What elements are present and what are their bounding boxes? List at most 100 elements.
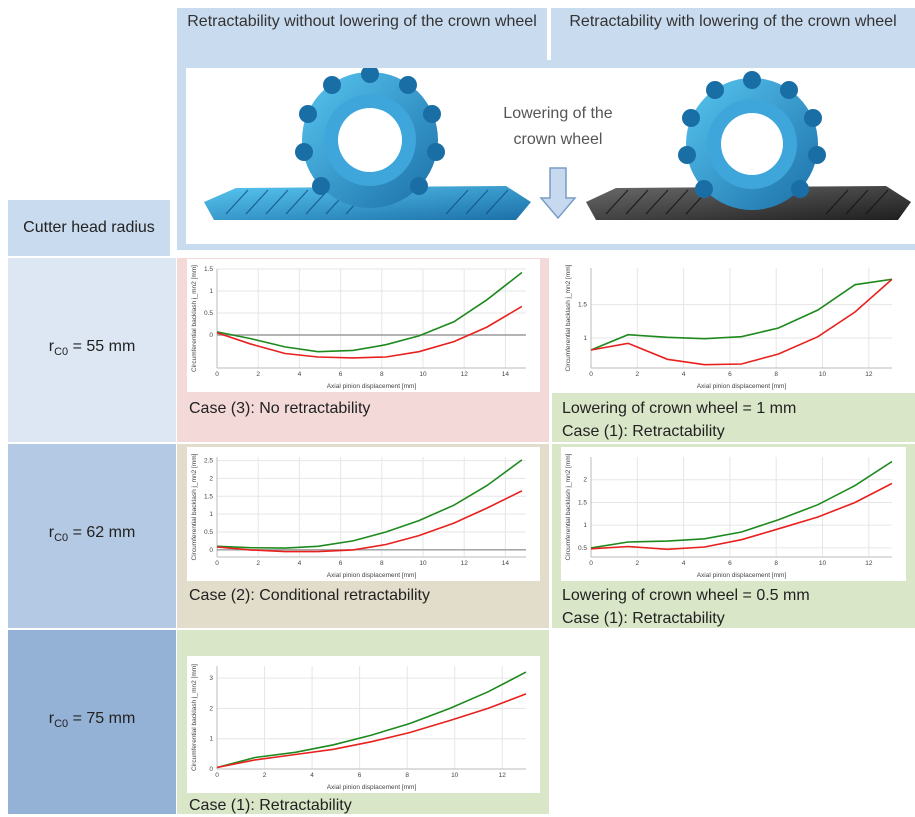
x-axis-label: Axial pinion displacement [mm] — [327, 784, 417, 791]
x-tick-label: 10 — [451, 772, 459, 779]
illustration-panel: Lowering of the crown wheel — [186, 65, 915, 244]
y-tick-label: 0.5 — [578, 545, 587, 552]
row-header-cutter-head-radius: Cutter head radius — [8, 200, 170, 256]
y-axis-label: Circumferential backlash j_mn2 [mm] — [565, 453, 572, 560]
caption-r3c1: Case (1): Retractability — [189, 797, 352, 814]
y-axis-label: Circumferential backlash j_mn2 [mm] — [565, 264, 572, 371]
header-col1-text: Retractability without lowering of the c… — [187, 13, 537, 30]
green-series-line — [216, 459, 523, 549]
x-tick-label: 2 — [635, 371, 639, 378]
x-tick-label: 0 — [589, 560, 593, 567]
y-tick-label: 1.5 — [578, 499, 587, 506]
x-tick-label: 4 — [682, 371, 686, 378]
x-tick-label: 12 — [865, 371, 873, 378]
y-axis-label: Circumferential backlash j_mn2 [mm] — [191, 453, 198, 560]
x-tick-label: 4 — [298, 371, 302, 378]
y-tick-label: 0 — [209, 547, 213, 554]
pinion-blue-right — [678, 71, 826, 210]
lowering-label-line2: crown wheel — [514, 131, 603, 148]
red-series-line — [216, 305, 523, 359]
caption-r1c2-line2: Case (1): Retractability — [562, 423, 725, 440]
y-tick-label: 2 — [209, 475, 213, 482]
y-axis-label: Circumferential backlash j_mn2 [mm] — [191, 664, 198, 771]
row-label-75-text: rC0 = 75 mm — [48, 710, 136, 731]
x-tick-label: 8 — [380, 560, 384, 567]
caption-r1c2-line1: Lowering of crown wheel = 1 mm — [562, 400, 797, 417]
green-series-line — [590, 460, 893, 549]
x-tick-label: 0 — [215, 371, 219, 378]
x-axis-label: Axial pinion displacement [mm] — [697, 572, 787, 579]
x-tick-label: 10 — [419, 371, 427, 378]
arrow-down-icon — [539, 167, 577, 220]
red-series-line — [590, 278, 893, 366]
lowering-label-line1: Lowering of the — [503, 105, 613, 122]
y-tick-label: 2.5 — [204, 458, 213, 465]
x-tick-label: 4 — [310, 772, 314, 779]
y-axis-label: Circumferential backlash j_mn2 [mm] — [191, 265, 198, 372]
x-tick-label: 6 — [339, 371, 343, 378]
x-tick-label: 2 — [256, 560, 260, 567]
x-tick-label: 8 — [774, 371, 778, 378]
y-tick-label: 1 — [583, 522, 587, 529]
x-tick-label: 10 — [419, 560, 427, 567]
x-tick-label: 14 — [502, 371, 510, 378]
caption-r1c1: Case (3): No retractability — [189, 400, 371, 417]
x-tick-label: 12 — [461, 371, 469, 378]
red-series-line — [590, 482, 893, 551]
x-tick-label: 0 — [215, 560, 219, 567]
row-label-55-text: rC0 = 55 mm — [48, 338, 136, 359]
y-tick-label: 2 — [583, 477, 587, 484]
y-tick-label: 0.5 — [204, 529, 213, 536]
x-tick-label: 2 — [263, 772, 267, 779]
row-label-55: rC0 = 55 mm — [8, 258, 176, 442]
gear-illustration: Lowering of the crown wheel — [204, 65, 911, 220]
caption-r2c2-line1: Lowering of crown wheel = 0.5 mm — [562, 587, 810, 604]
y-tick-label: 1 — [209, 511, 213, 518]
y-tick-label: 1.5 — [204, 493, 213, 500]
chart-r2c2: 0 2 4 6 8 10 12 0.5 1 1.5 2 Axial pinion displaceme… — [565, 453, 893, 579]
chart-panel-r2c2: 0 2 4 6 8 10 12 0.5 1 1.5 2 Axial pinion displaceme… — [561, 447, 906, 581]
row-label-75: rC0 = 75 mm — [8, 630, 176, 814]
x-axis-label: Axial pinion displacement [mm] — [697, 383, 787, 390]
x-tick-label: 12 — [865, 560, 873, 567]
chart-panel-r1c2: 0 2 4 6 8 10 12 1 1.5 Axial pinion displacement [… — [561, 258, 906, 392]
x-tick-label: 0 — [215, 772, 219, 779]
header-col2-text: Retractability with lowering of the crow… — [569, 13, 897, 30]
y-tick-label: 1.5 — [204, 266, 213, 273]
row-label-62: rC0 = 62 mm — [8, 444, 176, 628]
x-tick-label: 8 — [380, 371, 384, 378]
y-tick-label: 2 — [209, 705, 213, 712]
cell-r1c2-caption-bg — [552, 393, 915, 442]
y-tick-label: 1 — [209, 288, 213, 295]
y-tick-label: 1.5 — [578, 302, 587, 309]
x-tick-label: 0 — [589, 371, 593, 378]
green-series-line — [216, 271, 523, 353]
x-tick-label: 12 — [461, 560, 469, 567]
chart-panel-r1c1: 0 2 4 6 8 10 12 14 0 0.5 1 1.5 Axial pinion displace… — [187, 259, 540, 392]
y-tick-label: 1 — [209, 736, 213, 743]
row-label-62-text: rC0 = 62 mm — [48, 524, 136, 545]
green-series-line — [590, 278, 893, 351]
x-axis-label: Axial pinion displacement [mm] — [327, 572, 417, 579]
x-tick-label: 2 — [256, 371, 260, 378]
x-tick-label: 6 — [339, 560, 343, 567]
y-tick-label: 3 — [209, 675, 213, 682]
x-tick-label: 4 — [298, 560, 302, 567]
header-col1: Retractability without lowering of the c… — [177, 8, 547, 68]
header-col2: Retractability with lowering of the crow… — [551, 8, 915, 68]
x-tick-label: 4 — [682, 560, 686, 567]
green-series-line — [216, 671, 527, 769]
y-tick-label: 0 — [209, 332, 213, 339]
x-tick-label: 8 — [774, 560, 778, 567]
caption-r2c1: Case (2): Conditional retractability — [189, 587, 430, 604]
x-tick-label: 6 — [358, 772, 362, 779]
y-tick-label: 1 — [583, 335, 587, 342]
row-header-text: Cutter head radius — [23, 219, 155, 236]
y-tick-label: 0 — [209, 766, 213, 773]
chart-panel-r3c1: 0 2 4 6 8 10 12 0 1 2 3 Axial pinion displacement [… — [187, 656, 540, 793]
red-series-line — [216, 693, 527, 769]
chart-panel-r2c1: 0 2 4 6 8 10 12 14 0 0.5 1 1.5 2 2.5 Axial pinion disp… — [187, 447, 540, 581]
caption-r2c2-line2: Case (1): Retractability — [562, 610, 725, 627]
x-tick-label: 12 — [499, 772, 507, 779]
